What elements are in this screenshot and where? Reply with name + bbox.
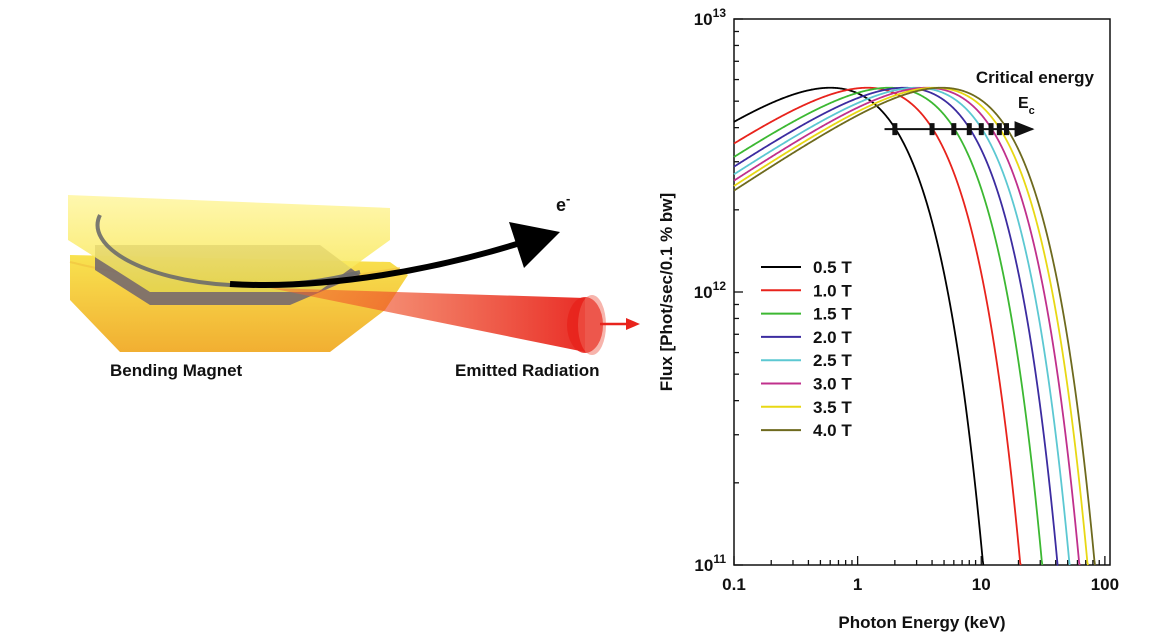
legend-label: 2.5 T: [813, 351, 852, 370]
critical-energy-marker: [892, 123, 898, 136]
plot-frame: [733, 18, 1111, 566]
critical-energy-symbol: Ec: [1018, 95, 1035, 117]
legend-label: 3.5 T: [813, 398, 852, 417]
electron-trajectory: [229, 240, 521, 288]
series-line-3-0T: [733, 86, 1081, 566]
y-tick-label: 1013: [694, 6, 727, 29]
radiation-arrowhead: [626, 318, 640, 330]
electron-label: e-: [556, 191, 570, 215]
radiation-beam: [270, 288, 585, 352]
electron-arrowhead: [509, 222, 560, 268]
flux-chart: 0.1 1 10 100 1011 1012 1013 Critical energy Ec…: [657, 6, 1119, 632]
y-tick-label: 1011: [694, 552, 726, 575]
critical-energy-marker: [929, 123, 935, 136]
legend-label: 0.5 T: [813, 258, 852, 277]
series-line-0-5T: [733, 86, 985, 566]
series-line-2-5T: [733, 86, 1071, 566]
y-tick-label: 1012: [694, 279, 727, 302]
series-line-1-5T: [733, 86, 1044, 566]
legend-label: 1.5 T: [813, 305, 852, 324]
x-tick-label: 1: [853, 575, 862, 594]
x-tick-label: 0.1: [722, 575, 746, 594]
x-tick-label: 10: [972, 575, 991, 594]
y-axis: 1011 1012 1013: [694, 6, 743, 575]
series-line-3-5T: [733, 86, 1089, 566]
critical-energy-marker: [966, 123, 972, 136]
x-axis-title: Photon Energy (keV): [838, 613, 1005, 632]
legend-label: 4.0 T: [813, 421, 852, 440]
series-line-2-0T: [733, 86, 1059, 566]
critical-energy-annotation: Critical energy Ec: [884, 68, 1095, 138]
legend: 0.5 T 1.0 T 1.5 T 2.0 T 2.5 T 3.0 T 3.5 T 4.0 T: [761, 258, 852, 440]
y-axis-title: Flux [Phot/sec/0.1 % bw]: [657, 193, 676, 391]
critical-energy-title: Critical energy: [976, 68, 1095, 87]
bending-magnet-illustration: e- Bending Magnet Emitted Radiation: [68, 191, 640, 380]
critical-energy-marker: [988, 123, 994, 136]
critical-energy-marker: [978, 123, 984, 136]
critical-energy-marker: [996, 123, 1002, 136]
magnet-upper-pole: [68, 195, 390, 292]
x-axis: 0.1 1 10 100: [722, 556, 1119, 594]
radiation-beam-end-outer: [578, 295, 606, 355]
legend-label: 2.0 T: [813, 328, 852, 347]
emitted-radiation-label: Emitted Radiation: [455, 361, 600, 380]
x-tick-label: 100: [1091, 575, 1119, 594]
legend-label: 1.0 T: [813, 281, 852, 300]
series-lines: [733, 86, 1096, 566]
critical-energy-marker: [1003, 123, 1009, 136]
critical-energy-marker: [951, 123, 957, 136]
series-line-4-0T: [733, 86, 1096, 566]
legend-label: 3.0 T: [813, 375, 852, 394]
bending-magnet-label: Bending Magnet: [110, 361, 243, 380]
